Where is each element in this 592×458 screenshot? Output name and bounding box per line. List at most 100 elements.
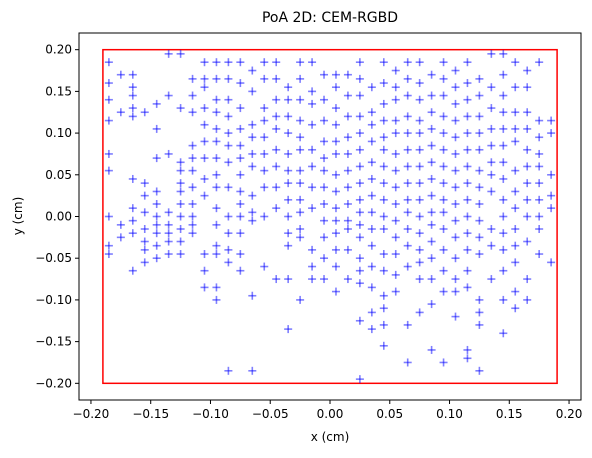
y-tick-label: 0.15 [45,84,72,98]
data-point [152,124,161,133]
data-point [499,158,508,167]
data-point [128,91,137,100]
data-point [487,170,496,179]
data-point [236,104,245,113]
data-point [212,154,221,163]
data-point [331,120,340,129]
data-point [128,216,137,225]
data-point [284,179,293,188]
data-point [487,158,496,167]
data-point [284,229,293,238]
data-point [200,104,209,113]
data-point [523,295,532,304]
data-point [320,116,329,125]
data-point [391,270,400,279]
data-point [176,237,185,246]
data-point [391,129,400,138]
data-point [403,262,412,271]
data-point [451,254,460,263]
data-point [343,183,352,192]
data-point [320,95,329,104]
data-point [535,250,544,259]
data-point [308,162,317,171]
x-ticks: −0.20 −0.15 −0.10 −0.05 0.00 0.05 0.10 0.15 0.20 [73,400,582,421]
data-point [236,266,245,275]
data-point [427,124,436,133]
data-point [475,183,484,192]
data-point [511,225,520,234]
data-point [427,220,436,229]
data-point [284,241,293,250]
data-point [487,104,496,113]
data-point [140,258,149,267]
data-point [415,245,424,254]
data-point [391,149,400,158]
data-point [403,58,412,67]
data-point [547,116,556,125]
data-point [511,241,520,250]
y-tick-label: −0.20 [35,376,72,390]
data-point [415,95,424,104]
data-point [284,212,293,221]
data-point [116,108,125,117]
data-point [284,95,293,104]
data-point [343,245,352,254]
data-point [248,133,257,142]
data-point [523,83,532,92]
data-point [248,216,257,225]
x-tick-label: 0.15 [496,407,523,421]
data-point [296,74,305,83]
data-point [200,74,209,83]
data-point [260,133,269,142]
data-point [200,120,209,129]
data-point [391,216,400,225]
data-point [535,195,544,204]
data-point [308,275,317,284]
data-point [355,74,364,83]
data-point [391,250,400,259]
data-point [343,149,352,158]
data-point [463,229,472,238]
data-point [367,262,376,271]
data-point [212,183,221,192]
data-point [451,312,460,321]
data-point [367,174,376,183]
data-point [523,179,532,188]
data-point [415,162,424,171]
data-point [212,74,221,83]
data-point [475,112,484,121]
data-point [463,58,472,67]
data-point [403,129,412,138]
data-point [379,99,388,108]
data-point [499,295,508,304]
data-point [212,220,221,229]
data-point [451,133,460,142]
data-point [128,112,137,121]
data-point [439,266,448,275]
data-point [367,308,376,317]
data-point [176,225,185,234]
data-point [236,58,245,67]
data-point [367,208,376,217]
data-point [104,166,113,175]
data-point [331,204,340,213]
data-point [104,241,113,250]
data-point [523,162,532,171]
data-point [140,225,149,234]
data-point [188,154,197,163]
data-point [152,99,161,108]
data-point [343,225,352,234]
data-point [379,320,388,329]
data-point [403,91,412,100]
data-point [152,241,161,250]
data-point [439,245,448,254]
data-point [499,195,508,204]
data-point [355,91,364,100]
data-point [547,129,556,138]
data-point [308,262,317,271]
data-point [260,212,269,221]
data-point [427,70,436,79]
data-point [355,145,364,154]
data-point [523,145,532,154]
data-point [260,74,269,83]
